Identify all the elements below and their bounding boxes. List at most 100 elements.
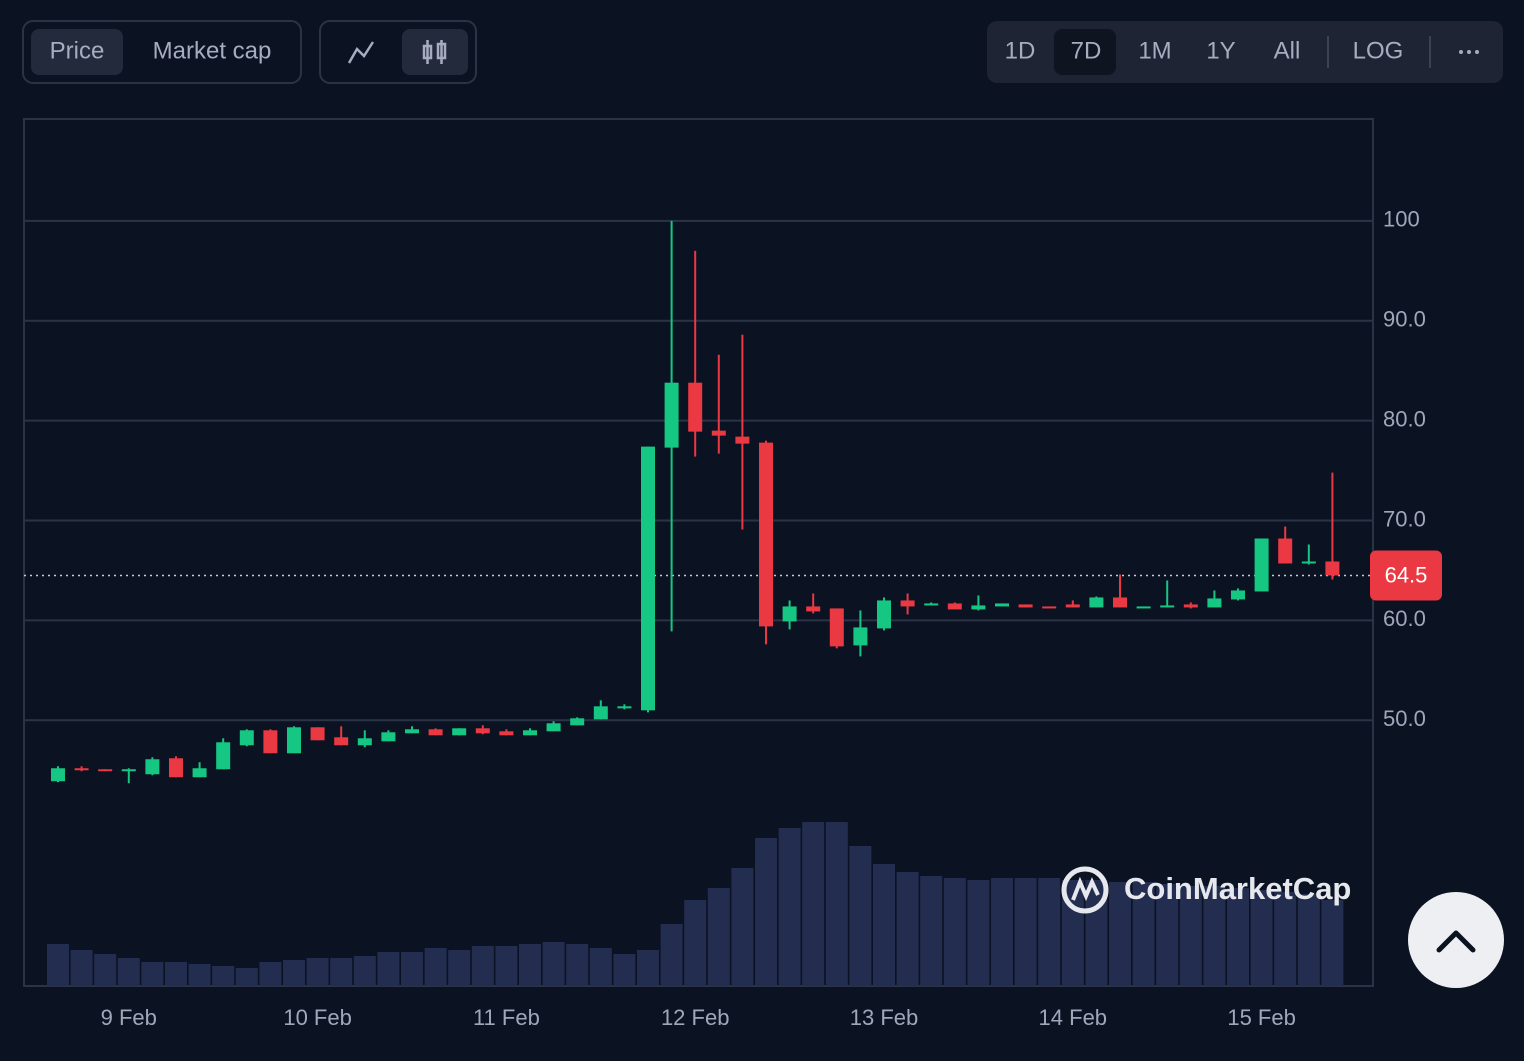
candle-body <box>1065 604 1080 608</box>
line-icon[interactable] <box>347 41 375 64</box>
price-badge-label: 64.5 <box>1385 562 1428 587</box>
x-tick-label: 15 Feb <box>1227 1005 1296 1030</box>
volume-bar <box>589 948 612 986</box>
candle-body <box>168 758 183 778</box>
range-button[interactable]: 1D <box>1005 37 1036 64</box>
candle-body <box>428 729 443 736</box>
volume-bar <box>920 876 943 986</box>
candle-body <box>758 442 773 627</box>
active-pill <box>402 29 468 75</box>
candle-body <box>995 603 1010 607</box>
y-tick-label: 70.0 <box>1383 506 1426 531</box>
volume-bar <box>754 838 777 986</box>
volume-bar <box>566 944 589 986</box>
active-pill <box>31 29 123 75</box>
volume-bar <box>141 962 164 986</box>
candle-body <box>499 731 514 736</box>
candle-body <box>1160 605 1175 608</box>
x-tick-label: 10 Feb <box>283 1005 352 1030</box>
candle-body <box>570 718 585 726</box>
candle-body <box>971 605 986 610</box>
x-tick-label: 11 Feb <box>473 1005 540 1030</box>
volume-bar <box>495 946 518 986</box>
candle-body <box>1301 561 1316 564</box>
range-button[interactable]: All <box>1274 37 1301 64</box>
volume-bar <box>46 944 69 986</box>
volume-bar <box>518 944 541 986</box>
range-button[interactable]: 7D <box>1071 37 1102 64</box>
volume-bar <box>896 872 919 986</box>
candle-body <box>50 768 65 782</box>
y-tick-label: 50.0 <box>1383 706 1426 731</box>
volume-bar <box>1132 882 1155 986</box>
candle-body <box>735 436 750 444</box>
volume-bar <box>1274 892 1297 986</box>
candle-body <box>617 706 632 709</box>
candle-body <box>853 627 868 646</box>
candle-body <box>239 730 254 746</box>
volume-bar <box>636 950 659 986</box>
candle-body <box>688 382 703 432</box>
volume-bar <box>400 952 423 986</box>
volume-bar <box>967 880 990 986</box>
watermark: CoinMarketCap <box>1061 866 1351 914</box>
volume-bar <box>1321 900 1344 986</box>
volume-bar <box>424 948 447 986</box>
active-pill <box>1054 29 1116 75</box>
candle-body <box>782 606 797 622</box>
volume-bar <box>943 878 966 986</box>
candle-body <box>310 727 325 741</box>
volume-bar <box>849 846 872 986</box>
volume-bar <box>212 966 235 986</box>
scroll-top-button[interactable] <box>1408 892 1504 988</box>
volume-bar <box>1156 884 1179 986</box>
candle-body <box>334 737 349 746</box>
candle-body <box>192 768 207 778</box>
price-badge <box>1370 550 1442 601</box>
range-button[interactable]: 1Y <box>1206 37 1235 64</box>
marketcap-button[interactable]: Market cap <box>153 37 272 64</box>
volume-bar <box>1085 880 1108 986</box>
volume-bar <box>613 954 636 986</box>
y-tick-label: 90.0 <box>1383 307 1426 332</box>
candle-body <box>924 603 939 606</box>
candle-body <box>1231 590 1246 600</box>
candle-body <box>522 730 537 736</box>
candle-body <box>121 769 136 772</box>
candle-body <box>1254 538 1269 592</box>
volume-bar <box>117 958 140 986</box>
volume-bar <box>1297 894 1320 986</box>
candle-body <box>900 600 915 607</box>
y-tick-label: 80.0 <box>1383 406 1426 431</box>
volume-layer <box>46 822 1344 986</box>
volume-bar <box>778 828 801 986</box>
y-tick-label: 100 <box>1383 207 1420 232</box>
watermark-text: CoinMarketCap <box>1124 871 1351 906</box>
scroll-top-icon[interactable] <box>1436 930 1476 953</box>
range-button[interactable]: 1M <box>1138 37 1171 64</box>
volume-bar <box>235 968 258 986</box>
volume-bar <box>1109 882 1132 986</box>
volume-bar <box>872 864 895 986</box>
candle-body <box>806 606 821 612</box>
volume-bar <box>991 878 1014 986</box>
candle-body <box>357 738 372 746</box>
candle-body <box>1042 606 1057 609</box>
volume-bar <box>471 946 494 986</box>
candle-body <box>475 728 490 734</box>
candle-body <box>1183 604 1198 608</box>
volume-bar <box>1203 886 1226 986</box>
volume-bar <box>1227 888 1250 986</box>
more-button[interactable] <box>1459 50 1479 54</box>
volume-bar <box>1179 886 1202 986</box>
candle-icon[interactable] <box>422 40 447 64</box>
volume-bar <box>282 960 305 986</box>
volume-bar <box>1250 890 1273 986</box>
log-button[interactable]: LOG <box>1353 37 1404 64</box>
candle-body <box>664 382 679 448</box>
volume-bar <box>164 962 187 986</box>
volume-bar <box>542 942 565 986</box>
candle-body <box>286 727 301 754</box>
price-button[interactable]: Price <box>50 37 105 64</box>
